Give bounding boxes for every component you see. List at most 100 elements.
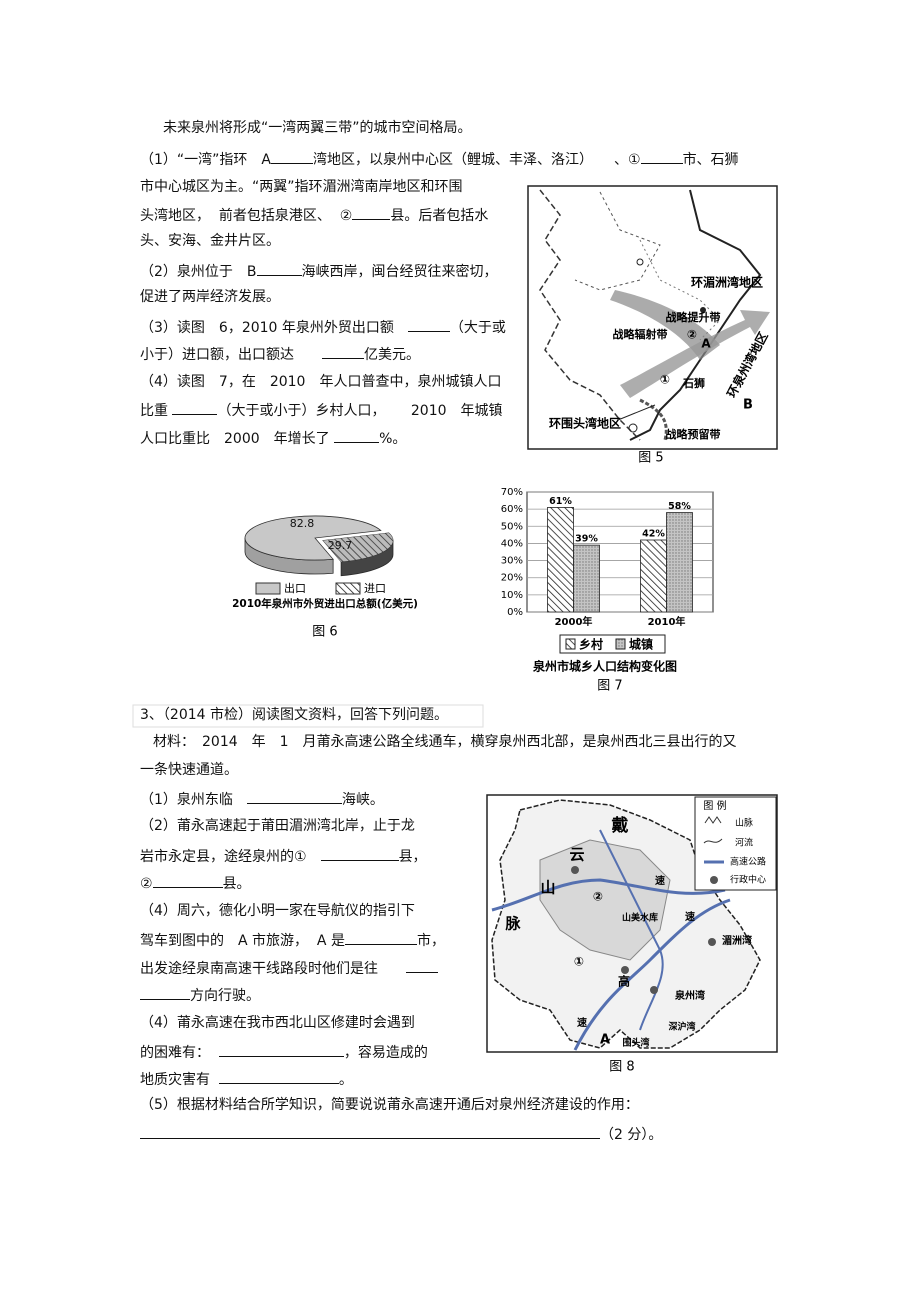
- text: ②: [140, 876, 153, 892]
- text-line: 头湾地区， 前者包括泉港区、 ② 县。后者包括水: [140, 204, 488, 226]
- text: （4）周六，德化小明一家在导航仪的指引下: [140, 903, 415, 919]
- map-figure8: [486, 794, 778, 1053]
- chart-title: 2010年泉州市外贸进出口总额(亿美元): [232, 597, 418, 610]
- text: 材料： 2014 年 1 月莆永高速公路全线通车，横穿泉州西北部，是泉州西北三县…: [153, 734, 737, 750]
- text: 县。: [222, 876, 251, 892]
- text: （3）读图 6，2010 年泉州外贸出口额: [140, 320, 408, 336]
- map-label: B: [743, 398, 753, 413]
- text: 市、石狮: [682, 152, 739, 168]
- map-label: 围头湾: [622, 1037, 649, 1049]
- map-label: A: [701, 337, 711, 351]
- bar: [666, 512, 693, 613]
- text: 海峡。: [341, 792, 384, 808]
- map-label: 泉州湾: [674, 989, 705, 1002]
- caption: 图 5: [638, 451, 663, 466]
- legend-frame: [559, 634, 666, 654]
- answer-blank: [640, 148, 683, 164]
- caption: 图 8: [609, 1060, 634, 1075]
- map-label: 图 例: [703, 799, 726, 812]
- y-tick-label: 70%: [501, 487, 523, 498]
- text: （大于或: [449, 320, 506, 336]
- text-line: 一条快速通道。: [140, 760, 238, 780]
- text-line: 人口比重比 2000 年增长了 %。: [140, 427, 406, 449]
- text: 小于）进口额，出口额达: [140, 347, 322, 363]
- text-line: （4）周六，德化小明一家在导航仪的指引下: [140, 901, 415, 921]
- x-tick-label: 2000年: [555, 615, 593, 628]
- text: （2）莆永高速起于莆田湄洲湾北岸，止于龙: [140, 818, 415, 834]
- map-label: 战略预留带: [666, 427, 721, 441]
- text-line: 市中心城区为主。“两翼”指环湄洲湾南岸地区和环围: [140, 177, 463, 197]
- answer-blank: [344, 929, 417, 945]
- text-line: （2）莆永高速起于莆田湄洲湾北岸，止于龙: [140, 816, 415, 836]
- text-line: 促进了两岸经济发展。: [140, 287, 280, 307]
- text-line: 方向行驶。: [140, 984, 260, 1006]
- caption: 图 6: [312, 625, 337, 640]
- x-tick-label: 2010年: [648, 615, 686, 628]
- text: %。: [379, 431, 407, 447]
- bar: [640, 539, 667, 613]
- answer-blank: [271, 148, 313, 164]
- text: 未来泉州将形成“一湾两翼三带”的城市空间格局。: [163, 120, 472, 136]
- chart-title: 泉州市城乡人口结构变化图: [533, 659, 677, 674]
- answer-blank: [152, 872, 223, 888]
- text: 人口比重比 2000 年增长了: [140, 431, 335, 447]
- text: 海峡西岸，闽台经贸往来密切，: [301, 264, 498, 280]
- legend-label: 进口: [364, 582, 386, 595]
- data-label: 39%: [575, 534, 598, 545]
- text: 地质灾害有: [140, 1072, 219, 1088]
- text-line: 小于）进口额，出口额达 亿美元。: [140, 343, 420, 365]
- text: （5）根据材料结合所学知识，简要说说莆永高速开通后对泉州经济建设的作用：: [140, 1097, 639, 1113]
- text: 驾车到图中的 A 市旅游， A 是: [140, 933, 345, 949]
- map-label: 战略辐射带: [613, 327, 668, 341]
- map-label: 脉: [504, 915, 521, 933]
- map-label: ②: [687, 328, 697, 342]
- text: 方向行驶。: [190, 988, 260, 1004]
- map-label: 高: [618, 974, 630, 989]
- map-label: 石狮: [682, 376, 705, 390]
- text: 的困难有：: [140, 1045, 219, 1061]
- map-label: 战略提升带: [666, 310, 721, 324]
- text: 头湾地区， 前者包括泉港区、 ②: [140, 208, 353, 224]
- text: （2）泉州位于 B: [140, 264, 257, 280]
- answer-blank: [140, 1123, 600, 1139]
- text: 促进了两岸经济发展。: [140, 289, 280, 305]
- answer-blank: [407, 316, 450, 332]
- legend-swatch: [335, 582, 361, 595]
- text: 出发途经泉南高速干线路段时他们是往: [140, 961, 406, 977]
- text-line: 3、（2014 市检）阅读图文资料，回答下列问题。: [140, 705, 448, 725]
- text-line: （1）泉州东临 海峡。: [140, 788, 384, 810]
- text: 市，: [416, 933, 445, 949]
- text: ，容易造成的: [343, 1045, 428, 1061]
- text-line: 驾车到图中的 A 市旅游， A 是 市，: [140, 929, 445, 951]
- answer-blank: [218, 1068, 339, 1084]
- map-label: 湄洲湾: [722, 934, 752, 947]
- legend-swatch: [255, 582, 281, 595]
- map-label: 环湄洲湾地区: [691, 275, 763, 290]
- map-label: A: [600, 1033, 610, 1048]
- text-line: （3）读图 6，2010 年泉州外贸出口额 （大于或: [140, 316, 506, 338]
- text: 亿美元。: [364, 347, 420, 363]
- pie-slice: [244, 515, 382, 561]
- map-label: 戴: [612, 815, 629, 836]
- text-line: 比重 （大于或小于）乡村人口， 2010 年城镇: [140, 399, 503, 421]
- text: （大于或小于）乡村人口， 2010 年城镇: [217, 403, 503, 419]
- text-line: 头、安海、金井片区。: [140, 231, 280, 251]
- answer-blank: [246, 788, 342, 804]
- answer-blank: [334, 427, 380, 443]
- question-box: [132, 704, 484, 728]
- text: （1）泉州东临: [140, 792, 247, 808]
- data-label: 58%: [668, 501, 691, 512]
- legend-swatch: [565, 638, 576, 650]
- answer-blank: [140, 984, 190, 1000]
- text-line: （4）读图 7，在 2010 年人口普查中，泉州城镇人口: [140, 372, 501, 392]
- text-line: 出发途经泉南高速干线路段时他们是往: [140, 957, 438, 979]
- text: （4）莆永高速在我市西北山区修建时会遇到: [140, 1015, 415, 1031]
- data-label: 29.7: [328, 539, 353, 552]
- text-line: （2 分）。: [140, 1123, 662, 1145]
- map-label: 行政中心: [730, 874, 766, 886]
- map-label: 深沪湾: [668, 1021, 695, 1033]
- answer-blank: [406, 957, 438, 973]
- map-label: 高速公路: [730, 856, 766, 868]
